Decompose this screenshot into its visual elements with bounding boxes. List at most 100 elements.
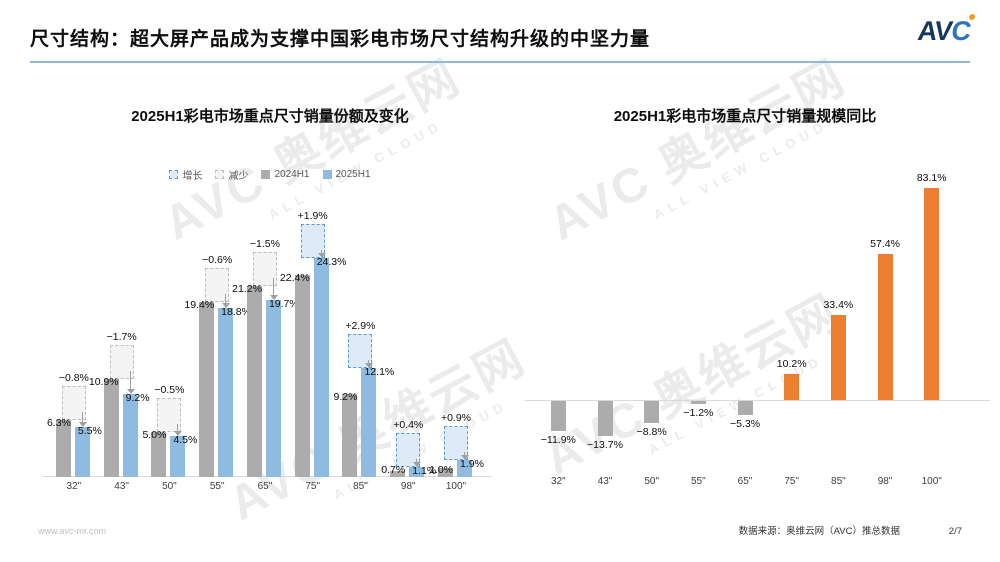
value-label-2025h1: 19.7% [268,298,299,310]
data-source: 数据来源：奥维云网（AVC）推总数据 [738,526,900,537]
value-label-2025h1: 18.8% [221,306,251,318]
legend-label: 2025H1 [335,169,371,180]
category-label: 75" [305,481,321,492]
value-label-2025h1: 1.1% [412,465,437,477]
value-label-2024h1: 10.9% [88,376,119,388]
category-label: 100" [445,481,467,492]
bar-2024h1 [151,432,167,477]
change-box [252,252,277,286]
bar-2024h1 [438,468,453,477]
category-label: 85" [353,481,368,492]
category-label: 100" [921,476,942,487]
category-label: 43" [597,476,613,487]
bar-group-32in: −11.9% 32" [535,170,582,487]
bar-2025h1 [457,460,472,477]
value-label: −8.8% [636,426,667,438]
value-label-2024h1: 21.2% [232,283,262,295]
bar-2024h1 [246,286,262,477]
change-label: −0.6% [202,254,233,266]
bar-group-100in: +0.9% 1.0% 1.9% 100" [429,200,484,492]
change-label: −1.7% [106,331,137,343]
left-chart-legend: 增长 减少 2024H1 2025H1 [40,167,500,182]
value-label-2025h1: 24.3% [316,256,347,268]
value-label: −5.3% [729,418,761,430]
value-label: −11.9% [540,434,576,446]
bar-group-50in: −0.5% 5.0% 4.5% 50" [142,200,197,492]
bar-yoy [784,374,800,400]
category-label: 65" [257,481,273,492]
bar-2024h1 [342,394,358,477]
page-title: 尺寸结构：超大屏产品成为支撑中国彩电市场尺寸结构升级的中坚力量 [30,29,651,50]
bar-group-43in: −13.7% 43" [582,170,629,487]
change-label: −0.8% [58,372,89,384]
legend-item-increase: 增长 [169,167,202,182]
bar-group-50in: −8.8% 50" [628,170,675,487]
value-label-2025h1: 9.2% [125,392,150,404]
website-url: www.avc-mr.com [38,526,107,536]
change-arrow-icon [412,459,422,467]
value-label-2025h1: 12.1% [364,366,395,378]
bar-2024h1 [294,275,310,477]
legend-item-2025h1: 2025H1 [322,169,371,180]
change-label: −0.5% [154,384,185,396]
bar-group-75in: +1.9% 22.4% 24.3% 75" [280,200,347,492]
series-2025h1-swatch-icon [322,170,332,179]
bar-2025h1 [361,368,377,477]
legend-item-decrease: 减少 [215,167,248,182]
bar-group-85in: +2.9% 9.2% 12.1% 85" [334,200,395,492]
category-label: 50" [644,476,660,487]
bar-2025h1 [170,436,186,477]
category-label: 55" [691,476,706,487]
change-arrow-icon [364,360,374,368]
change-arrow-icon [78,412,87,427]
bar-yoy [597,401,613,436]
value-label-2025h1: 5.5% [77,425,102,437]
value-label-2024h1: 19.4% [184,299,215,311]
avc-logo-av: AV [915,16,954,46]
bar-group-98in: 57.4% 98" [862,170,909,487]
bar-group-100in: 83.1% 100" [908,170,955,487]
bar-2025h1 [218,308,234,477]
bar-group-85in: 33.4% 85" [815,170,862,487]
value-label-2024h1: 1.0% [429,464,453,476]
bar-yoy [550,401,566,431]
bar-yoy [830,315,846,400]
bar-group-98in: +0.4% 0.7% 1.1% 98" [381,200,436,492]
bar-yoy [924,188,940,400]
value-label-2024h1: 5.0% [142,429,167,441]
change-arrow-icon [173,424,183,436]
bar-group-55in: −0.6% 19.4% 18.8% 55" [184,200,251,492]
category-label: 32" [66,481,82,492]
bar-group-65in: −1.5% 21.2% 19.7% 65" [232,200,299,492]
category-label: 65" [737,476,753,487]
legend-item-2024h1: 2024H1 [261,169,310,180]
bar-yoy [877,254,893,400]
bar-2025h1 [265,300,281,477]
bar-2024h1 [55,420,71,477]
header-divider [30,61,970,63]
right-zero-axis [525,400,990,401]
value-label: 83.1% [916,172,947,184]
category-label: 32" [550,476,566,487]
bar-yoy [690,401,706,404]
value-label-2024h1: 0.7% [381,464,406,476]
bar-2025h1 [74,427,90,477]
value-label: 10.2% [776,358,807,370]
left-chart-title: 2025H1彩电市场重点尺寸销量份额及变化 [131,108,409,125]
bar-group-65in: −5.3% 65" [722,170,769,487]
category-label: 50" [162,481,177,492]
avc-logo-dot-icon [968,14,976,20]
bar-2025h1 [122,394,138,477]
value-label-2024h1: 9.2% [333,391,358,403]
left-plot: −0.8% 6.3% 5.5% 32" −1.7% 10.9% 9.2% 43" −0.5% 5.… [42,200,492,492]
page-number: 2/7 [948,526,962,537]
change-arrow-icon [460,452,469,460]
category-label: 98" [877,476,893,487]
series-2024h1-swatch-icon [261,170,271,179]
change-arrow-icon [126,371,135,394]
change-label: +0.9% [440,412,472,424]
legend-label: 2024H1 [274,169,310,180]
bar-2025h1 [409,467,425,477]
bar-2024h1 [390,471,406,477]
category-label: 75" [784,476,800,487]
